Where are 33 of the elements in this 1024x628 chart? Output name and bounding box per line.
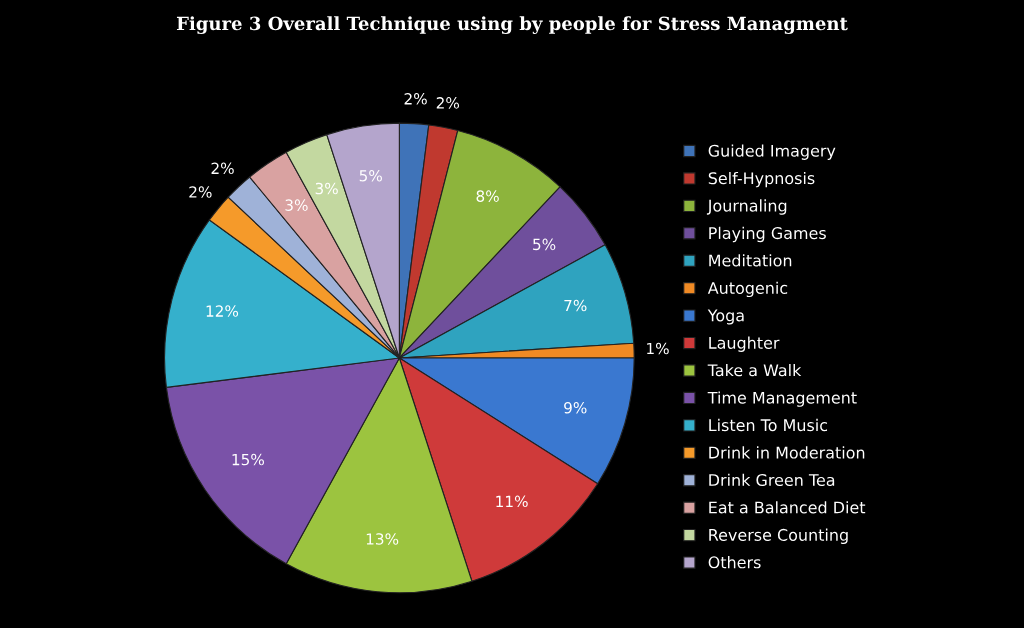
legend-label: Drink Green Tea bbox=[709, 473, 835, 487]
legend-label: Self-Hypnosis bbox=[708, 171, 815, 188]
data-label: 5% bbox=[359, 169, 382, 182]
chart-title: Figure 3 Overall Technique using by people for Stress Managment bbox=[176, 16, 848, 34]
data-label: 2% bbox=[211, 162, 234, 175]
legend-label: Autogenic bbox=[707, 281, 788, 298]
legend-label: Playing Games bbox=[709, 226, 826, 243]
data-label: 2% bbox=[404, 93, 427, 105]
legend-label: Drink in Moderation bbox=[709, 446, 865, 459]
data-label: 13% bbox=[366, 533, 399, 545]
data-label: 8% bbox=[476, 190, 499, 202]
legend-label: Time Management bbox=[707, 391, 857, 407]
legend-label: Journaling bbox=[706, 199, 787, 215]
data-label: 3% bbox=[315, 182, 338, 195]
data-label: 12% bbox=[206, 305, 239, 317]
legend-label: Guided Imagery bbox=[708, 144, 836, 160]
legend-label: Take a Walk bbox=[707, 363, 802, 377]
legend-label: Meditation bbox=[709, 254, 792, 267]
data-label: 9% bbox=[564, 401, 587, 414]
legend-label: Eat a Balanced Diet bbox=[709, 501, 866, 514]
legend-label: Others bbox=[708, 556, 761, 569]
data-label: 1% bbox=[647, 342, 669, 355]
legend-label: Reverse Counting bbox=[709, 528, 848, 545]
data-label: 2% bbox=[189, 186, 212, 198]
data-label: 11% bbox=[496, 495, 528, 508]
legend-label: Listen To Music bbox=[709, 418, 828, 432]
data-label: 3% bbox=[285, 199, 308, 211]
legend-label: Laughter bbox=[709, 336, 780, 352]
data-label: 2% bbox=[436, 97, 460, 109]
data-label: 7% bbox=[564, 299, 587, 312]
legend-label: Yoga bbox=[707, 309, 744, 325]
data-label: 15% bbox=[232, 453, 265, 466]
data-label: 5% bbox=[533, 238, 556, 251]
